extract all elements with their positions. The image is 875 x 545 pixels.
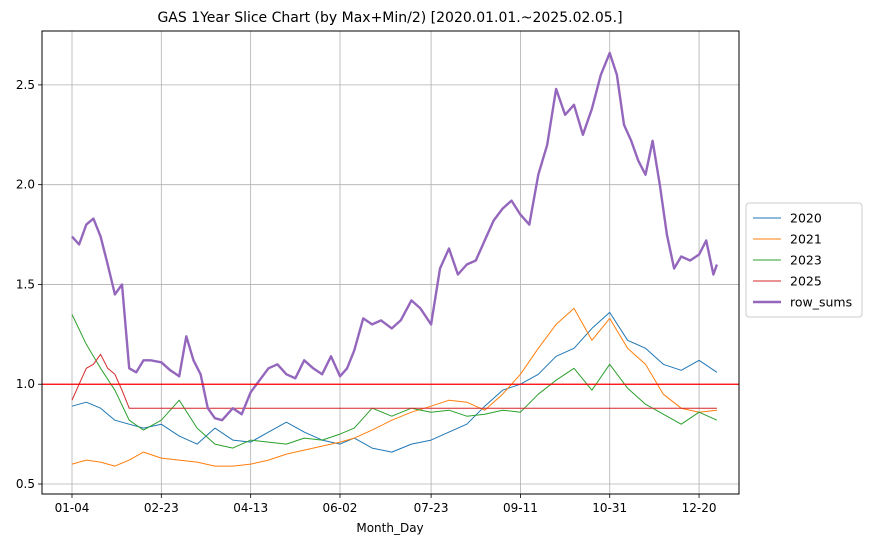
x-tick-label: 09-11	[503, 501, 538, 515]
y-tick-label: 2.0	[16, 178, 35, 192]
legend-label: 2021	[790, 232, 822, 247]
legend-label: 2023	[790, 253, 822, 268]
y-tick-label: 1.5	[16, 277, 35, 291]
x-tick-label: 12-20	[682, 501, 717, 515]
y-axis: 0.5 1.0 1.5 2.0 2.5	[16, 78, 42, 491]
series-line-2023	[71, 314, 718, 449]
legend-label: 2020	[790, 211, 822, 226]
x-tick-label: 07-23	[414, 501, 449, 515]
legend: 2020 2021 2023 2025 row_sums	[745, 202, 863, 318]
series-line-2020	[71, 311, 718, 453]
y-tick-label: 0.5	[16, 477, 35, 491]
legend-box	[745, 202, 863, 318]
plot-area	[41, 30, 740, 495]
legend-label: 2025	[790, 274, 822, 289]
y-tick-label: 1.0	[16, 377, 35, 391]
x-tick-label: 04-13	[233, 501, 268, 515]
x-tick-label: 10-31	[592, 501, 627, 515]
y-tick-label: 2.5	[16, 78, 35, 92]
grid	[42, 31, 739, 494]
chart-title: GAS 1Year Slice Chart (by Max+Min/2) [20…	[157, 10, 622, 26]
x-axis-label: Month_Day	[356, 521, 423, 535]
x-axis: 01-04 02-23 04-13 06-02 07-23 09-11 10-31 12-20	[55, 494, 717, 515]
series-layer	[42, 51, 739, 467]
legend-label: row_sums	[790, 295, 852, 310]
series-line-2025	[71, 353, 717, 409]
series-line-2021	[71, 307, 717, 467]
series-line-row_sums	[71, 51, 719, 422]
x-tick-label: 02-23	[144, 501, 179, 515]
x-tick-label: 01-04	[55, 501, 90, 515]
x-tick-label: 06-02	[323, 501, 358, 515]
